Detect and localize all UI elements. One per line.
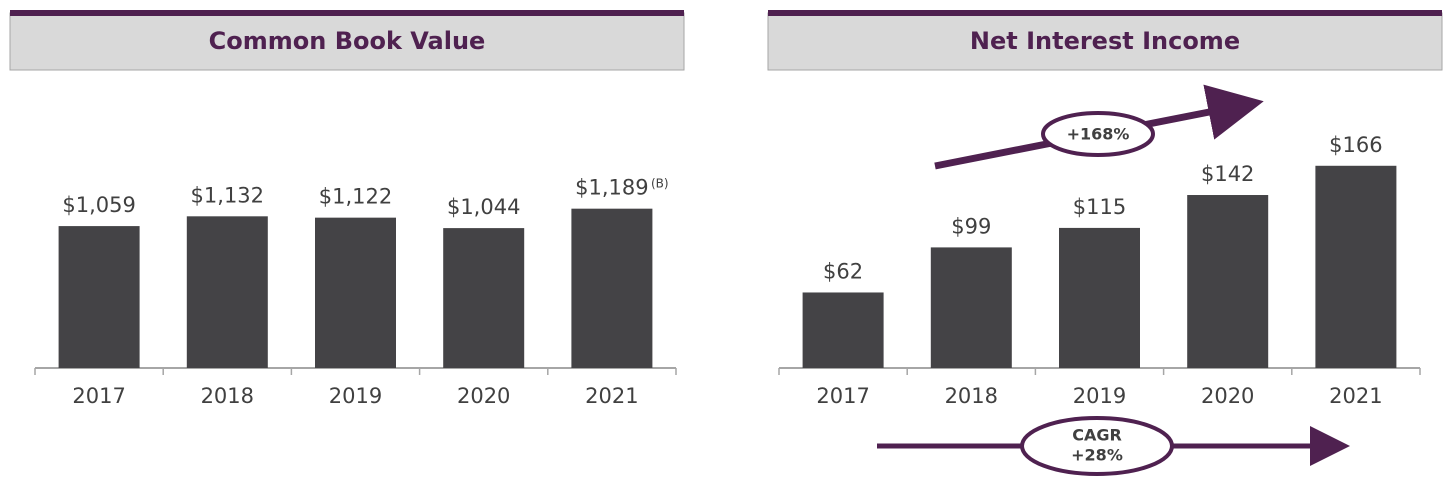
header-box: [9, 12, 685, 71]
value-label: $1,122: [319, 185, 392, 209]
header-stripe: [768, 10, 1442, 16]
value-label: $1,059: [62, 193, 135, 217]
x-tick-label: 2020: [1201, 384, 1254, 408]
bar: [1315, 165, 1397, 368]
x-tick-label: 2018: [201, 384, 254, 408]
bar: [58, 226, 140, 368]
cagr-label: CAGR: [1072, 426, 1122, 445]
header-stripe: [10, 10, 684, 16]
value-label: $1,044: [447, 195, 520, 219]
chart-title: Net Interest Income: [970, 27, 1240, 55]
value-label: $115: [1073, 195, 1126, 219]
x-tick-label: 2018: [945, 384, 998, 408]
header-box: [767, 12, 1443, 71]
x-tick-label: 2021: [585, 384, 638, 408]
x-tick-label: 2020: [457, 384, 510, 408]
bar: [443, 228, 525, 368]
value-label: $1,189: [575, 176, 648, 200]
x-tick-label: 2019: [1073, 384, 1126, 408]
value-label: $166: [1329, 133, 1382, 157]
value-label: $1,132: [191, 183, 264, 207]
bar: [802, 292, 884, 368]
growth-badge: [1041, 111, 1155, 157]
value-label: $99: [951, 214, 991, 238]
bar: [315, 217, 396, 368]
growth-label: +168%: [1067, 125, 1130, 144]
value-label: $62: [823, 259, 863, 283]
bar: [186, 216, 268, 368]
x-tick-label: 2017: [816, 384, 869, 408]
chart-title: Common Book Value: [209, 27, 486, 55]
bar: [1059, 227, 1140, 368]
value-label: $142: [1201, 162, 1254, 186]
bar: [571, 208, 653, 368]
cagr-badge: [1020, 416, 1174, 476]
cagr-value: +28%: [1071, 446, 1123, 465]
x-tick-label: 2021: [1329, 384, 1382, 408]
bar: [1187, 195, 1269, 368]
x-tick-label: 2017: [72, 384, 125, 408]
footnote-marker: (B): [651, 177, 669, 191]
x-tick-label: 2019: [329, 384, 382, 408]
bar: [930, 247, 1012, 368]
